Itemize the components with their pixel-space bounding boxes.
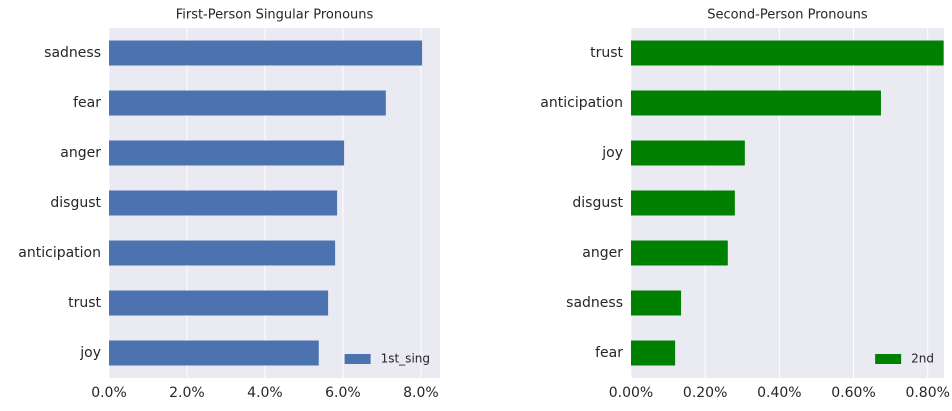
- x-tick-label: 0.20%: [683, 385, 727, 401]
- x-tick-label: 8.0%: [403, 385, 439, 401]
- x-tick-label: 0.60%: [831, 385, 875, 401]
- y-tick-label: trust: [68, 295, 101, 311]
- y-tick-label: anticipation: [18, 245, 101, 261]
- y-tick-label: disgust: [572, 195, 623, 211]
- chart-title: First-Person Singular Pronouns: [176, 8, 374, 23]
- bar: [109, 40, 423, 66]
- x-tick-label: 0.80%: [905, 385, 949, 401]
- x-tick-label: 6.0%: [325, 385, 361, 401]
- bar: [631, 290, 682, 316]
- y-tick-label: trust: [590, 45, 623, 61]
- bar: [109, 340, 319, 366]
- legend-swatch: [875, 354, 902, 364]
- y-tick-label: anticipation: [540, 95, 623, 111]
- x-tick-label: 0.40%: [757, 385, 801, 401]
- bar: [631, 90, 881, 116]
- x-tick-label: 0.0%: [91, 385, 127, 401]
- y-tick-label: anger: [60, 145, 101, 161]
- x-tick-label: 4.0%: [247, 385, 283, 401]
- y-tick-label: fear: [73, 95, 101, 111]
- x-tick-label: 2.0%: [169, 385, 205, 401]
- bar: [109, 240, 336, 266]
- y-tick-label: anger: [582, 245, 623, 261]
- bar: [109, 190, 338, 216]
- x-tick-label: 0.00%: [609, 385, 653, 401]
- legend-label: 1st_sing: [381, 352, 430, 366]
- y-tick-label: joy: [601, 145, 623, 161]
- bar: [109, 290, 329, 316]
- bar: [109, 90, 386, 116]
- bar: [631, 40, 944, 66]
- y-tick-label: joy: [79, 345, 101, 361]
- chart-title: Second-Person Pronouns: [707, 8, 868, 23]
- legend-label: 2nd: [911, 352, 934, 366]
- y-tick-label: disgust: [50, 195, 101, 211]
- y-tick-label: fear: [595, 345, 623, 361]
- legend-swatch: [344, 354, 371, 364]
- bar: [631, 190, 735, 216]
- bar: [631, 140, 745, 166]
- bar: [631, 240, 728, 266]
- bar: [631, 340, 676, 366]
- y-tick-label: sadness: [44, 45, 101, 61]
- bar: [109, 140, 345, 166]
- y-tick-label: sadness: [566, 295, 623, 311]
